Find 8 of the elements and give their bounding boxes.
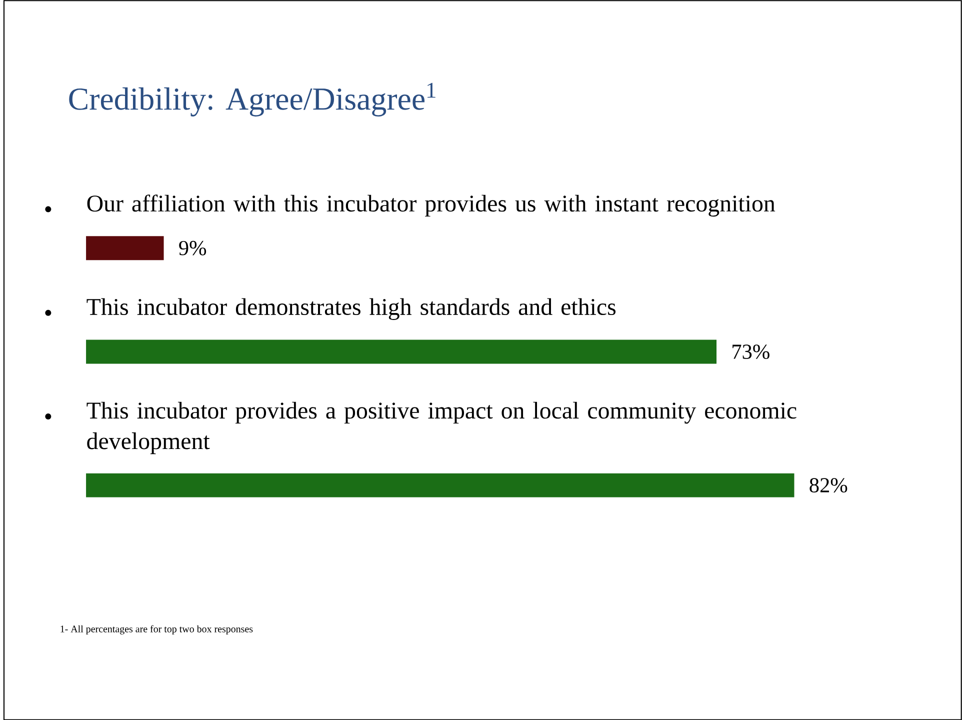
y-tick-label: Our affiliation with this incubator provides us with instant recognition — [87, 194, 776, 216]
chart-title: Credibility: Agree/Disagree$^{1}$ — [69, 82, 436, 116]
y-tick-label: This incubator demonstrates high standards and ethics — [86, 298, 616, 320]
data-label: 73% — [732, 344, 770, 359]
data-label: 82% — [810, 478, 848, 492]
data-label: 9% — [179, 240, 206, 256]
y-tick-label: This incubator provides a positive impact on local community economic development — [86, 402, 796, 454]
text: 1- All percentages are for top two box responses — [60, 624, 253, 634]
